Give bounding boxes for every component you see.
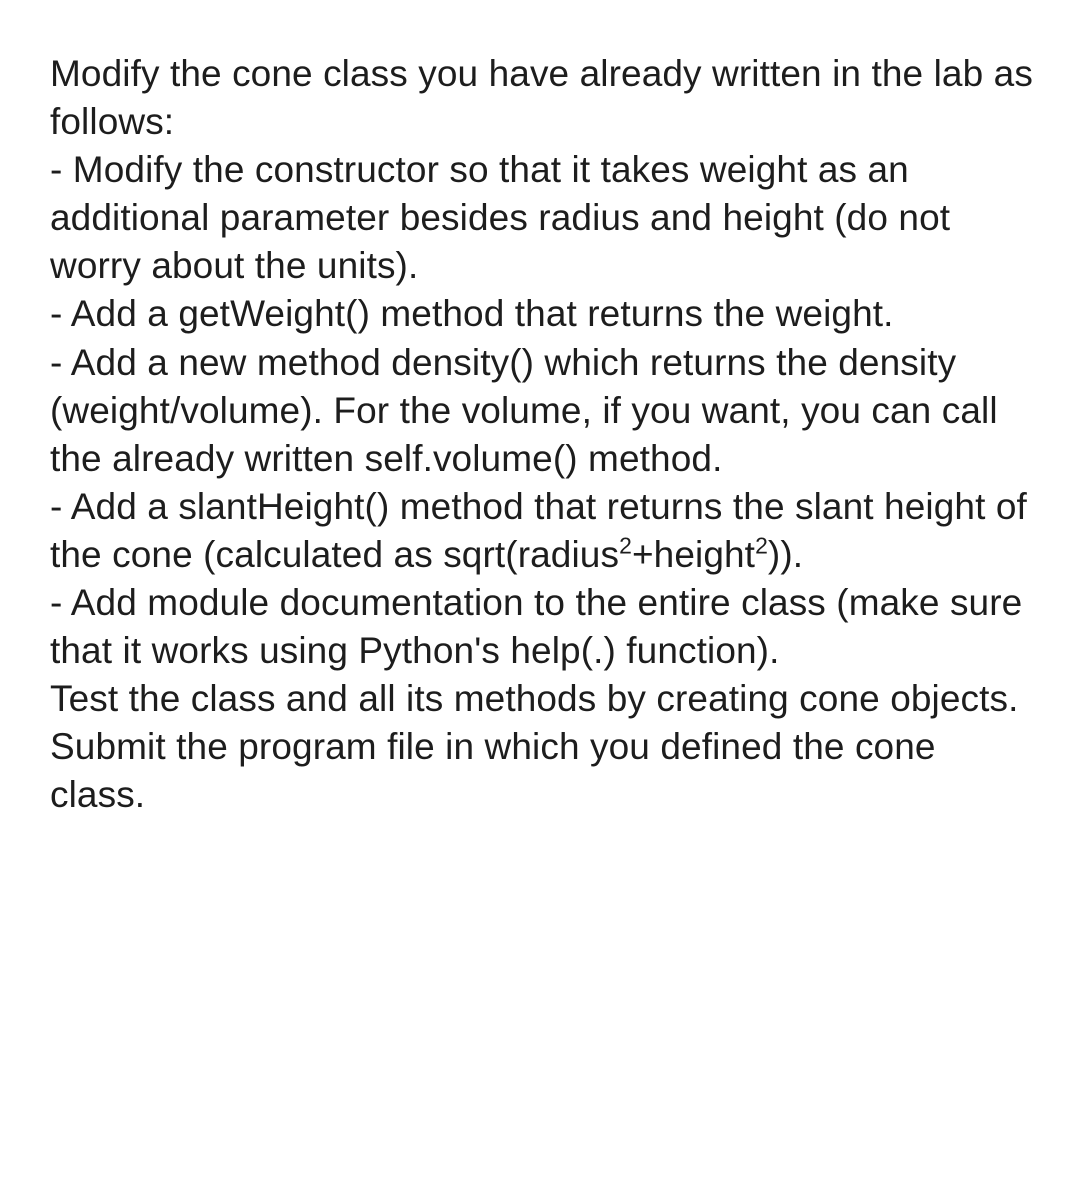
bullet-item: - Add module documentation to the entire…	[50, 579, 1038, 675]
bullet-text-mid: +height	[632, 534, 755, 575]
bullet-item: - Add a slantHeight() method that return…	[50, 483, 1038, 579]
superscript: 2	[619, 533, 632, 559]
intro-paragraph: Modify the cone class you have already w…	[50, 50, 1038, 146]
bullet-text-prefix: - Add a slantHeight() method that return…	[50, 486, 1027, 575]
document-page: Modify the cone class you have already w…	[0, 0, 1080, 1200]
bullet-text-suffix: )).	[768, 534, 803, 575]
bullet-item: - Add a getWeight() method that returns …	[50, 290, 1038, 338]
outro-paragraph: Test the class and all its methods by cr…	[50, 675, 1038, 819]
bullet-item: - Modify the constructor so that it take…	[50, 146, 1038, 290]
bullet-item: - Add a new method density() which retur…	[50, 339, 1038, 483]
superscript: 2	[755, 533, 768, 559]
